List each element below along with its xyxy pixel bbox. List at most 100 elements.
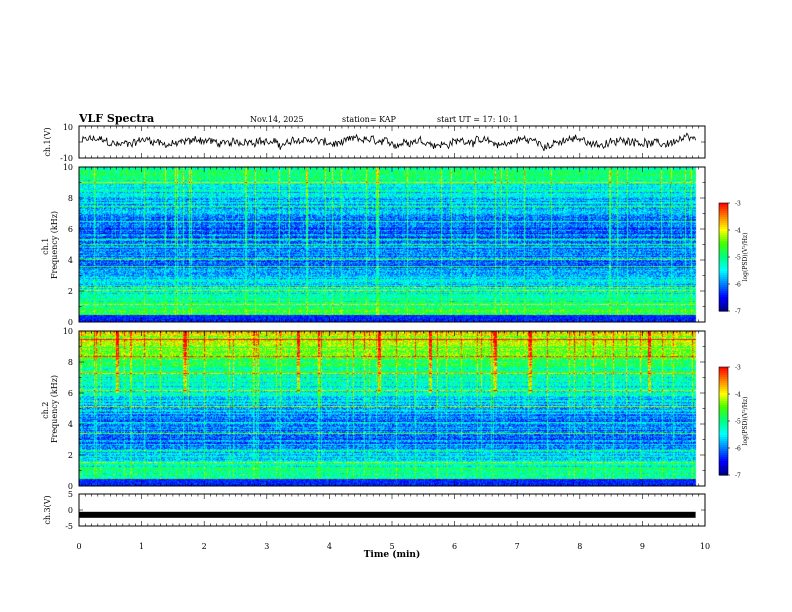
colorbar-tick-label: -3 <box>735 201 741 208</box>
colorbar-swatch <box>719 239 728 242</box>
ch1-colorbar: -3 -4 -5 -6 -7 log(PSD)(V²/Hz) <box>718 201 749 316</box>
colorbar-swatch <box>719 367 728 370</box>
ch1-wave-ytick-bottom: -10 <box>60 154 73 163</box>
x-tick-label: 10 <box>700 542 710 551</box>
y-tick-label: 0 <box>68 482 73 491</box>
colorbar-tick-label: -5 <box>735 419 741 426</box>
colorbar-swatch <box>719 381 728 384</box>
colorbar-swatch <box>719 433 728 436</box>
colorbar-swatch <box>719 265 728 268</box>
colorbar-swatch <box>719 299 728 302</box>
colorbar-tick-label: -5 <box>735 255 741 262</box>
colorbar-swatch <box>719 209 728 212</box>
y-tick-label: 10 <box>63 327 73 336</box>
station-label: station= KAP <box>342 115 397 124</box>
colorbar-swatch <box>719 297 728 300</box>
ch2-spec-ylabel: ch.2 Frequency (kHz) <box>41 375 59 443</box>
ch2-spectrogram-panel: 0 2 4 6 8 10 ch.2 Frequency (kHz) <box>41 327 706 491</box>
colorbar-swatch <box>719 241 728 244</box>
colorbar-swatch <box>719 407 728 410</box>
colorbar-swatch <box>719 255 728 258</box>
colorbar-tick-label: -4 <box>735 392 741 399</box>
x-tick-label: 1 <box>139 542 144 551</box>
colorbar-swatch <box>719 387 728 390</box>
colorbar-swatch <box>719 213 728 216</box>
colorbar-swatch <box>719 393 728 396</box>
colorbar-swatch <box>719 247 728 250</box>
colorbar-swatch <box>719 243 728 246</box>
x-tick-label: 5 <box>389 542 394 551</box>
colorbar-tick-label: -7 <box>735 309 741 316</box>
y-tick-label: 0 <box>68 318 73 327</box>
x-tick-label: 9 <box>640 542 645 551</box>
ch1-wave-trace <box>81 132 696 152</box>
colorbar-swatch <box>719 301 728 304</box>
ch1-waveform-panel: 10 -10 ch.1(V) <box>43 123 706 163</box>
y-tick-label: 2 <box>68 451 73 460</box>
colorbar-swatch <box>719 211 728 214</box>
colorbar-swatch <box>719 455 728 458</box>
colorbar-swatch <box>719 223 728 226</box>
ch1-spec-ytick-labels: 0 2 4 6 8 10 <box>63 163 73 327</box>
colorbar-swatch <box>719 207 728 210</box>
colorbar-swatch <box>719 221 728 224</box>
colorbar-swatch <box>719 289 728 292</box>
colorbar-swatch <box>719 417 728 420</box>
colorbar-swatch <box>719 465 728 468</box>
colorbar-swatch <box>719 371 728 374</box>
colorbar-swatch <box>719 231 728 234</box>
ch1-wave-ylabel: ch.1(V) <box>43 127 52 156</box>
colorbar-swatch <box>719 443 728 446</box>
colorbar-swatch <box>719 377 728 380</box>
colorbar-swatch <box>719 307 728 310</box>
colorbar-swatch <box>719 267 728 270</box>
colorbar-swatch <box>719 259 728 262</box>
colorbar-swatch <box>719 401 728 404</box>
colorbar-swatch <box>719 261 728 264</box>
y-tick-label: 4 <box>68 420 73 429</box>
colorbar-swatch <box>719 463 728 466</box>
colorbar-swatch <box>719 449 728 452</box>
ch1-spec-ylabel: ch.1 Frequency (kHz) <box>41 211 59 279</box>
colorbar-swatch <box>719 459 728 462</box>
colorbar-swatch <box>719 281 728 284</box>
colorbar-swatch <box>719 451 728 454</box>
colorbar-swatch <box>719 249 728 252</box>
x-tick-label: 6 <box>452 542 457 551</box>
start-time-label: start UT = 17: 10: 1 <box>437 115 518 124</box>
ch1-spec-ylabel-ch: ch.1 <box>41 238 50 255</box>
colorbar-swatch <box>719 225 728 228</box>
ch1-wave-ytick-top: 10 <box>63 123 73 132</box>
figure-title: VLF Spectra <box>78 112 154 125</box>
colorbar-swatch <box>719 287 728 290</box>
colorbar-label: log(PSD)(V²/Hz) <box>742 233 749 282</box>
ch1-spec-ylabel-freq: Frequency (kHz) <box>50 211 59 279</box>
colorbar-swatch <box>719 203 728 206</box>
colorbar-tick-label: -6 <box>735 446 741 453</box>
colorbar-swatch <box>719 395 728 398</box>
ch3-ytick-mid: 0 <box>68 506 73 515</box>
date-label: Nov.14, 2025 <box>250 115 304 124</box>
colorbar-swatch <box>719 245 728 248</box>
x-tick-label: 3 <box>264 542 269 551</box>
x-tick-label: 7 <box>515 542 520 551</box>
colorbar-tick-label: -6 <box>735 282 741 289</box>
colorbar-swatch <box>719 453 728 456</box>
colorbar-swatch <box>719 235 728 238</box>
colorbar-swatch <box>719 237 728 240</box>
y-tick-label: 6 <box>68 225 73 234</box>
colorbar-swatch <box>719 461 728 464</box>
ch3-level-trace <box>79 511 696 518</box>
colorbar-swatch <box>719 275 728 278</box>
colorbar-swatch <box>719 379 728 382</box>
colorbar-swatch <box>719 257 728 260</box>
x-tick-label: 8 <box>577 542 582 551</box>
colorbar-swatch <box>719 429 728 432</box>
colorbar-swatch <box>719 295 728 298</box>
ch3-ytick-bottom: -5 <box>65 522 73 531</box>
colorbar-swatch <box>719 431 728 434</box>
colorbar-swatch <box>719 447 728 450</box>
ch1-wave-ticks <box>78 125 706 159</box>
ch2-spec-ytick-labels: 0 2 4 6 8 10 <box>63 327 73 491</box>
colorbar-swatch <box>719 469 728 472</box>
